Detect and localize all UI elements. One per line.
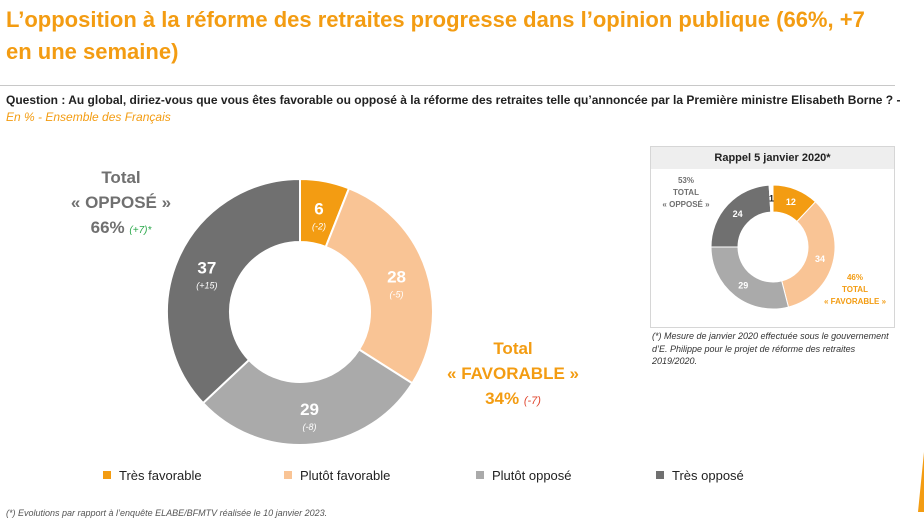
inset-donut-chart: 12 34 29 24 1: [710, 184, 836, 310]
inset-total-favorable: 46% TOTAL « FAVORABLE »: [815, 272, 895, 308]
legend-label: Très favorable: [119, 468, 202, 483]
legend-swatch: [103, 471, 111, 479]
inset-favorable-value: 46%: [846, 273, 863, 282]
slice-value-label: 6: [314, 199, 323, 218]
question-subtitle: En % - Ensemble des Français: [6, 110, 171, 124]
inset-opposed-value: 53%: [677, 176, 694, 185]
question-label: Question : Au global, diriez-vous que vo…: [6, 93, 901, 107]
legend-swatch: [476, 471, 484, 479]
question-text: Question : Au global, diriez-vous que vo…: [6, 92, 906, 126]
slice-delta-label: (+15): [196, 281, 217, 291]
total-opposed-line2: « OPPOSÉ »: [70, 193, 172, 212]
donut-slice: [166, 178, 301, 405]
total-favorable: Total « FAVORABLE » 34% (-7): [420, 336, 606, 414]
donut-slice: [201, 348, 414, 446]
legend-item-tres-oppose: Très opposé: [656, 466, 744, 486]
slice-value-label: 28: [387, 268, 406, 287]
page-title: L’opposition à la réforme des retraites …: [6, 7, 865, 64]
slice-value-label: 1: [769, 194, 774, 204]
donut-slice: [710, 246, 790, 310]
slice-delta-label: (-2): [312, 221, 326, 231]
slice-value-label: 37: [197, 259, 216, 278]
total-favorable-value-row: 34% (-7): [420, 386, 606, 414]
slice-value-label: 29: [300, 400, 319, 419]
footnote: (*) Evolutions par rapport à l’enquête E…: [6, 508, 328, 518]
slice-delta-label: (-8): [303, 422, 317, 432]
slice-value-label: 29: [738, 280, 748, 290]
legend-item-plutot-oppose: Plutôt opposé: [476, 466, 572, 486]
main-donut-chart: 6 (-2) 28 (-5) 29 (-8) 37 (+15): [166, 178, 434, 446]
slice-value-label: 12: [786, 197, 796, 207]
inset-favorable-line2: « FAVORABLE »: [823, 297, 887, 306]
title-divider: [0, 85, 895, 86]
legend-label: Plutôt opposé: [492, 468, 572, 483]
inset-title: Rappel 5 janvier 2020*: [651, 147, 894, 169]
total-favorable-delta: (-7): [523, 395, 541, 407]
total-favorable-line1: Total: [493, 339, 533, 358]
inset-panel: Rappel 5 janvier 2020*: [650, 146, 895, 328]
total-favorable-value: 34%: [485, 389, 520, 408]
inset-favorable-line1: TOTAL: [842, 285, 868, 294]
legend-swatch: [284, 471, 292, 479]
legend-item-plutot-favorable: Plutôt favorable: [284, 466, 390, 486]
inset-total-opposed: 53% TOTAL « OPPOSÉ »: [656, 175, 716, 211]
chart-legend: Très favorable Plutôt favorable Plutôt o…: [0, 466, 924, 486]
slice-delta-label: (-5): [390, 290, 404, 300]
total-opposed-value-row: 66% (+7)*: [60, 215, 182, 243]
total-opposed-value: 66%: [90, 218, 125, 237]
slice-value-label: 34: [815, 254, 825, 264]
inset-note: (*) Mesure de janvier 2020 effectuée sou…: [652, 331, 889, 366]
donut-slice: [324, 187, 434, 385]
corner-decoration: [918, 452, 924, 512]
total-opposed: Total « OPPOSÉ » 66% (+7)*: [60, 165, 182, 243]
inset-opposed-line1: TOTAL: [673, 188, 699, 197]
inset-opposed-line2: « OPPOSÉ »: [662, 200, 710, 209]
legend-swatch: [656, 471, 664, 479]
total-opposed-line1: Total: [101, 168, 141, 187]
slice-value-label: 24: [733, 209, 743, 219]
donut-slice: [781, 201, 836, 308]
donut-slice: [768, 184, 774, 213]
legend-label: Plutôt favorable: [300, 468, 391, 483]
legend-item-tres-favorable: Très favorable: [103, 466, 202, 486]
legend-label: Très opposé: [672, 468, 744, 483]
total-opposed-delta: (+7)*: [129, 225, 152, 236]
total-favorable-line2: « FAVORABLE »: [447, 364, 579, 383]
